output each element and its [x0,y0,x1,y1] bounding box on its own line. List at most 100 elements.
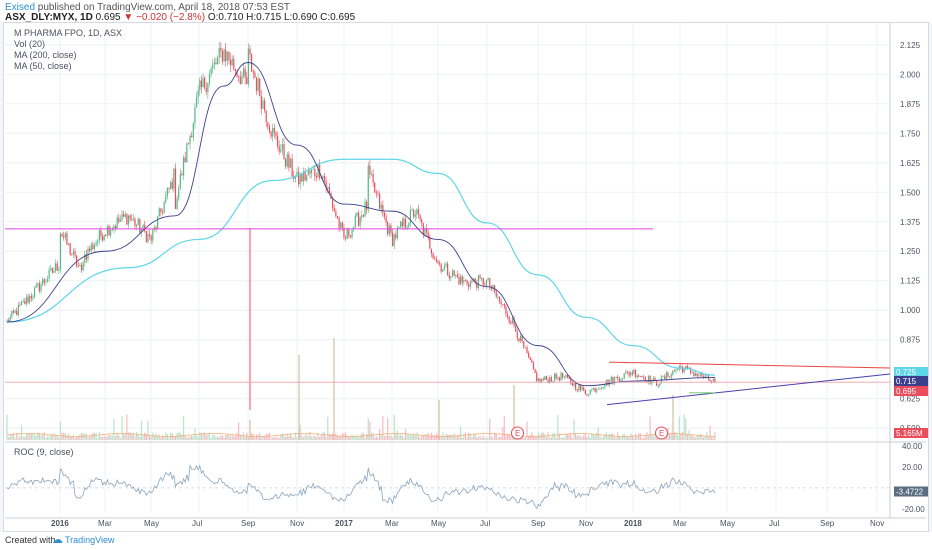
candle-body [97,240,99,243]
candle-body [233,58,235,70]
volume-spike [672,395,674,440]
volume-bar [116,433,118,440]
candle-body [76,255,78,266]
candle-body [246,77,248,84]
legend-ma50[interactable]: MA (50, close) [14,61,72,71]
volume-bar [464,432,467,440]
volume-bar [690,434,692,440]
volume-bar [383,436,386,440]
volume-bar [401,435,403,440]
volume-bar [325,436,327,440]
volume-bar [604,434,606,440]
candle-body [659,383,661,386]
volume-bar [215,437,217,440]
volume-bar [681,432,684,440]
candle-body [85,254,87,260]
volume-bar [490,436,492,440]
publish-text: published on TradingView.com, April 18, … [37,2,290,13]
candle-body [450,276,452,279]
legend-ma200[interactable]: MA (200, close) [14,50,77,60]
volume-bar [591,433,593,440]
volume-bar [599,435,601,440]
candle-body [667,372,669,378]
volume-bar [649,416,651,440]
volume-bar [174,435,177,440]
candle-body [226,51,228,61]
ohlc-bar: ASX_DLY:MYX, 1D 0.695 ▼ −0.020 (−2.8%) O… [5,12,355,23]
volume-bar [147,420,149,440]
volume-bar [628,437,630,440]
volume-bar [299,424,301,440]
volume-bar [703,437,705,440]
volume-bar [113,418,115,440]
volume-bar [184,435,186,440]
candle-body [545,376,548,380]
candle-body [413,209,415,217]
author-link[interactable]: Exised [5,2,36,13]
chart-panel[interactable]: EE0.5000.6250.8751.0001.1251.2501.3751.5… [3,22,929,532]
volume-bar [195,434,198,440]
candle-body [557,377,559,379]
volume-bar [549,437,551,440]
price-badge-label: 5.165M [896,429,923,438]
time-tick-label: May [720,519,735,528]
candle-body [27,296,29,303]
resistance-trendline [608,361,891,369]
legend-volume[interactable]: Vol (20) [14,39,46,49]
volume-bar [578,434,580,440]
candle-body [395,234,397,239]
candle-body [98,230,100,241]
volume-bar [332,433,334,440]
candle-body [351,229,353,238]
volume-bar [613,436,616,440]
price-tick-label: 1.500 [900,188,921,197]
volume-bar [319,436,321,440]
volume-bar [132,432,134,440]
legend-roc[interactable]: ROC (9, close) [14,447,74,457]
volume-bar [688,429,690,440]
volume-bar [484,437,486,440]
volume-bar [592,434,595,440]
candle-body [586,394,588,396]
candle-body [89,248,91,251]
volume-bar [529,435,531,440]
volume-bar [626,436,629,440]
candle-body [359,217,361,226]
volume-bar [236,432,238,440]
volume-bar [528,435,530,440]
volume-bar [234,436,237,440]
volume-bar [327,416,329,440]
candle-body [333,207,335,212]
candle-body [539,378,541,382]
candle-body [105,234,107,236]
candle-body [626,371,629,373]
candle-body [690,367,692,373]
volume-bar [390,435,392,440]
volume-bar [505,435,507,440]
candle-body [458,277,460,285]
candle-body [152,229,154,241]
tradingview-logo[interactable]: ☁ TradingView [52,533,115,546]
volume-bar [461,437,463,440]
support-trendline [606,373,891,406]
candle-body [87,248,89,260]
volume-bar [651,433,653,440]
candle-body [696,373,698,376]
candle-body [656,380,658,386]
candle-body [419,214,421,220]
volume-bar [307,436,309,440]
candle-body [336,216,339,219]
candle-body [195,97,198,108]
candle-body [592,387,595,390]
volume-bar [511,435,514,440]
candle-body [571,383,573,386]
chart-canvas[interactable]: EE0.5000.6250.8751.0001.1251.2501.3751.5… [4,23,928,531]
volume-bar [29,433,31,440]
tradingview-brand: TradingView [65,535,115,545]
candle-body [502,304,504,305]
volume-bar [207,433,209,440]
volume-bar [696,436,698,440]
volume-bar [309,432,311,440]
candle-body [131,218,133,220]
candle-body [612,376,614,384]
